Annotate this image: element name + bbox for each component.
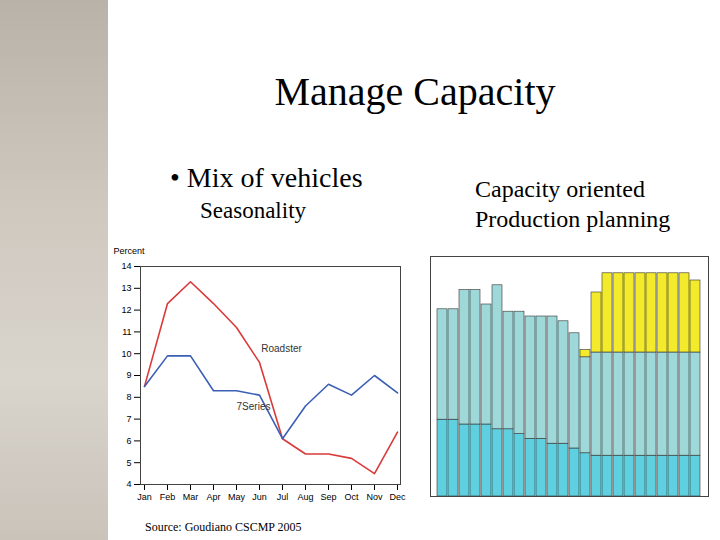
- svg-text:7Series: 7Series: [237, 401, 271, 412]
- svg-text:8: 8: [126, 392, 131, 402]
- html-text:Manage Capacity: Manage Capacity: [274, 69, 556, 114]
- svg-text:12: 12: [121, 305, 131, 315]
- svg-text:6: 6: [126, 436, 131, 446]
- svg-text:Jul: Jul: [277, 492, 289, 502]
- svg-text:7: 7: [126, 414, 131, 424]
- svg-text:9: 9: [126, 370, 131, 380]
- html-text:Capacity oriented Production p: Capacity oriented Production planning: [475, 176, 671, 232]
- svg-text:Mar: Mar: [183, 492, 199, 502]
- html-text:Source: Goudiano CSCMP 2005: Source: Goudiano CSCMP 2005: [145, 520, 302, 534]
- html-text:Seasonality: Seasonality: [200, 198, 306, 223]
- svg-text:Dec: Dec: [389, 492, 406, 502]
- svg-text:11: 11: [122, 327, 131, 337]
- svg-text:Jan: Jan: [137, 492, 152, 502]
- svg-text:Nov: Nov: [366, 492, 383, 502]
- svg-text:Oct: Oct: [344, 492, 359, 502]
- svg-text:4: 4: [126, 479, 131, 489]
- svg-text:Apr: Apr: [206, 492, 220, 502]
- html-text:• Mix of vehicles: • Mix of vehicles: [170, 162, 363, 193]
- svg-text:May: May: [228, 492, 246, 502]
- svg-text:Aug: Aug: [297, 492, 313, 502]
- svg-text:Feb: Feb: [160, 492, 176, 502]
- svg-text:5: 5: [126, 458, 131, 468]
- svg-text:Sep: Sep: [320, 492, 336, 502]
- svg-text:13: 13: [121, 283, 131, 293]
- svg-text:Jun: Jun: [252, 492, 267, 502]
- svg-text:Percent: Percent: [114, 246, 146, 256]
- svg-text:10: 10: [121, 349, 131, 359]
- svg-text:Roadster: Roadster: [261, 343, 302, 354]
- svg-text:14: 14: [121, 261, 131, 271]
